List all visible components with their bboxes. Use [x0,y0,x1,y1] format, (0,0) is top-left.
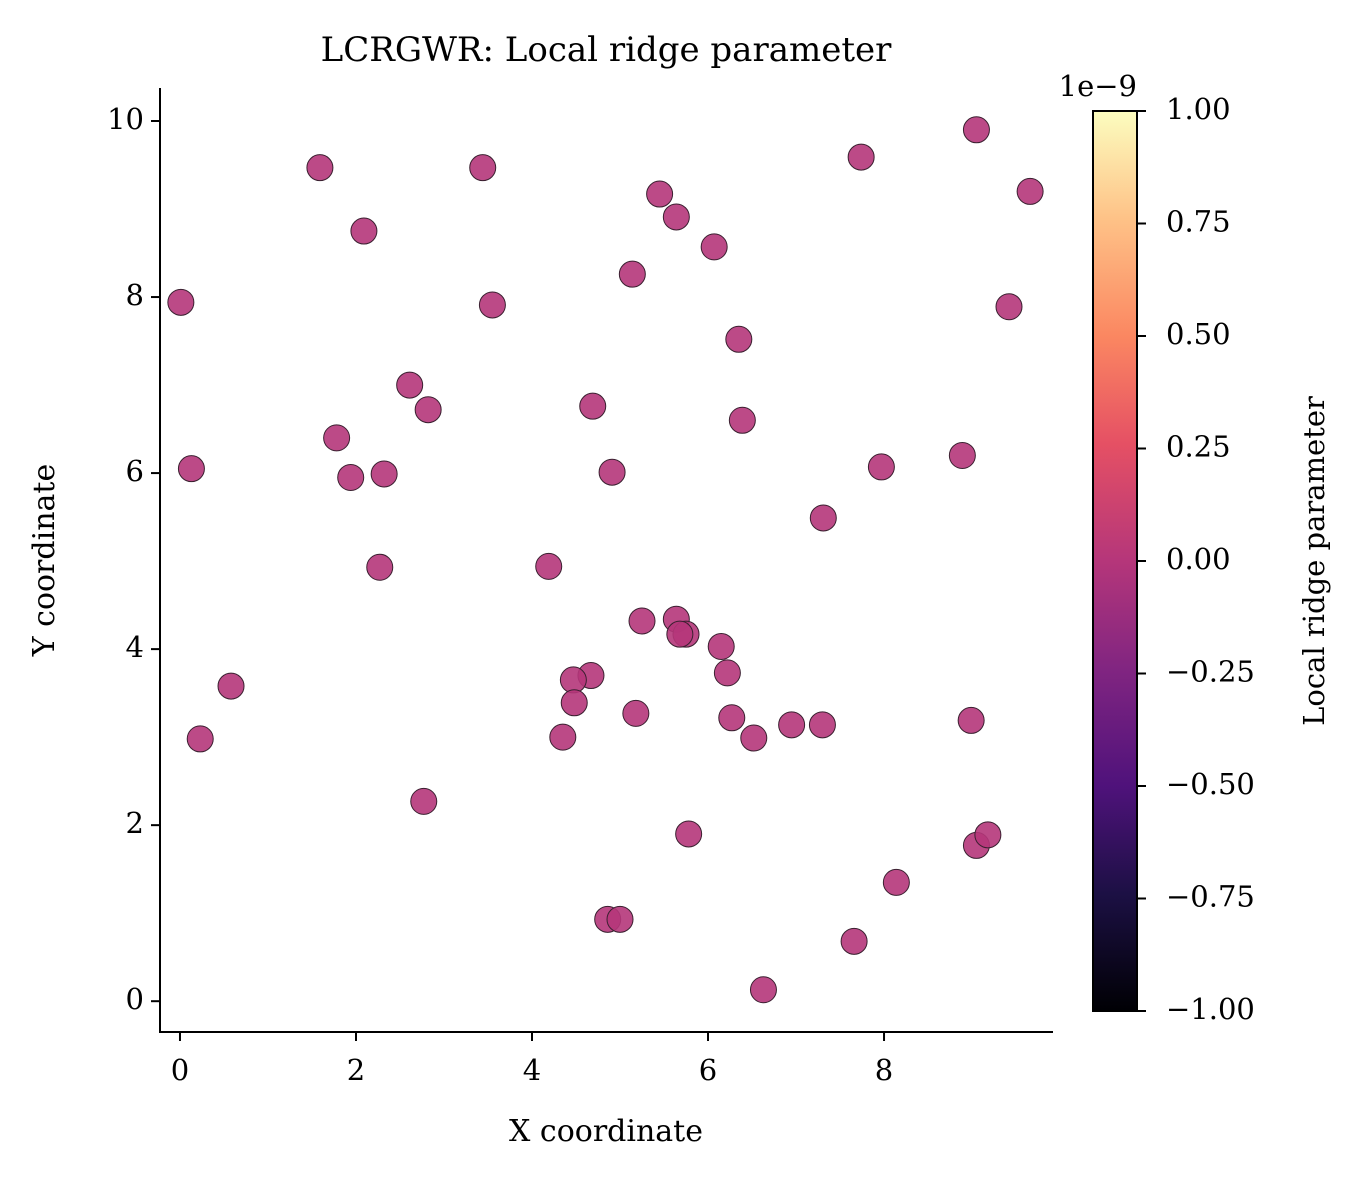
point [186,725,214,753]
y-tick-label: 10 [107,102,144,136]
point [396,371,424,399]
point [414,396,442,424]
x-tick-label: 6 [699,1053,717,1087]
point [713,659,741,687]
point [707,632,735,660]
y-tick-label: 0 [126,982,144,1016]
point [217,672,245,700]
colorbar [1092,110,1138,1012]
point [323,424,351,452]
point [177,455,205,483]
point [809,504,837,532]
point [957,706,985,734]
point [366,553,394,581]
x-tick-label: 8 [875,1053,893,1087]
point [749,976,777,1004]
point [628,607,656,635]
point [622,699,650,727]
y-tick-label: 4 [126,630,144,664]
point [778,711,806,739]
point [598,458,626,486]
y-tick-label: 8 [126,278,144,312]
x-tick-label: 2 [347,1053,365,1087]
point [535,552,563,580]
point [740,724,768,752]
point [1016,177,1044,205]
point [962,116,990,144]
point [675,820,703,848]
x-tick-label: 0 [171,1053,189,1087]
colorbar-tick-label: −0.50 [1166,767,1255,801]
point [410,787,438,815]
colorbar-tick-label: 1.00 [1166,92,1231,126]
point [995,293,1023,321]
y-tick-label: 6 [126,454,144,488]
point [478,291,506,319]
colorbar-tick-label: 0.25 [1166,430,1231,464]
colorbar-tick-label: 0.75 [1166,205,1231,239]
colorbar-tick-label: 0.50 [1166,317,1231,351]
y-axis-label: Y coordinate [27,464,62,657]
point [700,233,728,261]
x-tick-label: 4 [523,1053,541,1087]
colorbar-tick-label: −1.00 [1166,992,1255,1026]
point [370,460,398,488]
point [808,711,836,739]
point [725,325,753,353]
colorbar-tick-label: −0.75 [1166,880,1255,914]
point [728,406,756,434]
point [549,723,577,751]
point [560,689,588,717]
point [559,666,587,694]
y-tick-label: 2 [126,806,144,840]
point [646,180,674,208]
point [974,821,1002,849]
point [350,217,378,245]
point [469,154,497,182]
point [840,927,868,955]
colorbar-offset: 1e−9 [1059,69,1137,103]
colorbar-label: Local ridge parameter [1297,396,1331,726]
point [167,288,195,316]
point [662,203,690,231]
point [606,905,634,933]
colorbar-tick-label: −0.25 [1166,655,1255,689]
point [666,620,694,648]
point [948,441,976,469]
point [847,143,875,171]
point [618,260,646,288]
x-axis-label: X coordinate [509,1114,703,1149]
point [306,154,334,182]
point [579,392,607,420]
point [718,704,746,732]
point [337,463,365,491]
chart-title: LCRGWR: Local ridge parameter [321,30,892,70]
point [867,453,895,481]
colorbar-tick-label: 0.00 [1166,542,1231,576]
point [882,868,910,896]
